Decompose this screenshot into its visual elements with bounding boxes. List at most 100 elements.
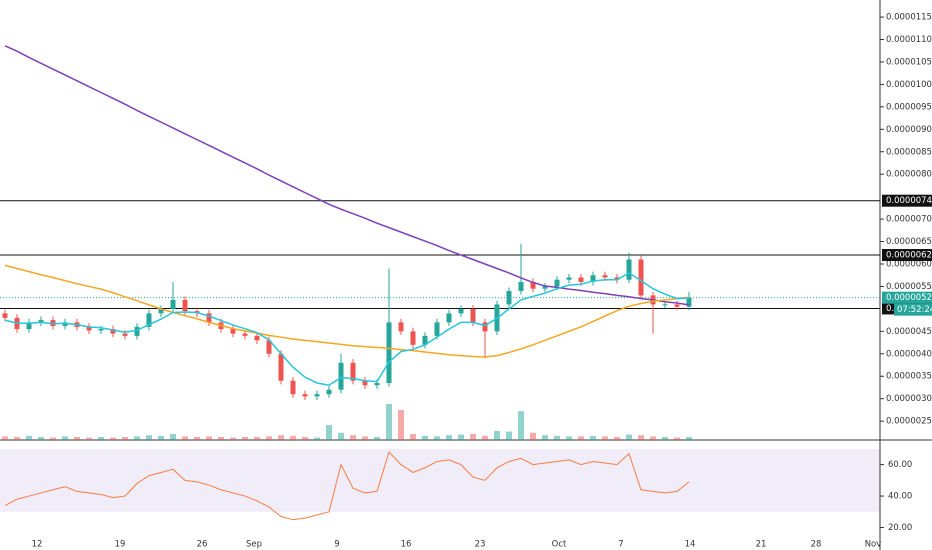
volume-bar xyxy=(686,437,692,440)
volume-bar xyxy=(38,437,44,440)
candle-body xyxy=(290,380,296,395)
volume-bar xyxy=(278,435,284,440)
candle-body xyxy=(446,313,452,323)
candle-body xyxy=(110,329,116,334)
candle-body xyxy=(86,326,92,331)
x-tick-label: Oct xyxy=(552,540,567,550)
current-price-label: 0.00000525 xyxy=(886,293,932,303)
volume-bar xyxy=(530,432,536,440)
volume-bar xyxy=(122,437,128,440)
candle-body xyxy=(338,362,344,390)
volume-bar xyxy=(26,435,32,440)
volume-bar xyxy=(386,404,392,440)
volume-bar xyxy=(626,434,632,440)
x-tick-label: 26 xyxy=(197,540,208,550)
x-tick-label: 7 xyxy=(618,540,623,550)
volume-bar xyxy=(230,437,236,440)
candle-body xyxy=(518,281,524,291)
countdown-box xyxy=(894,303,932,316)
rsi-tick-label: 40.00 xyxy=(888,492,912,502)
x-tick-label: 19 xyxy=(115,540,126,550)
candle-body xyxy=(578,277,584,282)
volume-bar xyxy=(542,435,548,440)
x-tick-label: 14 xyxy=(685,540,696,550)
candle-body xyxy=(602,275,608,278)
x-tick-label: 21 xyxy=(756,540,767,550)
rsi-band xyxy=(0,448,880,512)
y-tick-label: 0.00000250 xyxy=(886,417,932,427)
volume-bar xyxy=(338,432,344,440)
candle-body xyxy=(374,382,380,386)
level-label-box xyxy=(882,249,932,262)
volume-bar xyxy=(314,437,320,440)
level-label-box xyxy=(882,194,932,207)
candle-body xyxy=(266,340,272,354)
candle-body xyxy=(410,331,416,345)
candle-body xyxy=(542,286,548,289)
candle-body xyxy=(206,313,212,323)
current-price-box xyxy=(882,291,932,304)
volume-bar xyxy=(170,434,176,440)
volume-bar xyxy=(614,437,620,440)
volume-bar xyxy=(506,431,512,440)
volume-bar xyxy=(98,437,104,440)
countdown-label: 07:52:24 xyxy=(897,305,932,315)
volume-bar xyxy=(662,437,668,440)
candle-body xyxy=(674,304,680,307)
x-tick-label: 9 xyxy=(334,540,339,550)
candle-body xyxy=(26,322,32,330)
volume-bar xyxy=(218,437,224,440)
candle-body xyxy=(242,333,248,336)
volume-bar xyxy=(578,436,584,440)
volume-bar xyxy=(74,437,80,440)
candle-body xyxy=(458,308,464,314)
level-label: 0.00000741 xyxy=(886,196,932,206)
volume-bar xyxy=(482,435,488,440)
volume-bar xyxy=(398,410,404,440)
volume-bar xyxy=(494,431,500,440)
x-tick-label: 23 xyxy=(475,540,486,550)
volume-bar xyxy=(254,437,260,440)
candle-body xyxy=(566,277,572,280)
candle-body xyxy=(530,281,536,289)
volume-bar xyxy=(290,435,296,440)
candle-body xyxy=(2,313,8,318)
volume-bar xyxy=(566,436,572,440)
candle-body xyxy=(182,299,188,312)
candle-body xyxy=(362,380,368,386)
volume-bar xyxy=(446,435,452,440)
candle-body xyxy=(146,313,152,327)
volume-bar xyxy=(2,436,8,440)
volume-bar xyxy=(50,437,56,440)
volume-bar xyxy=(266,436,272,440)
volume-bar xyxy=(14,437,20,440)
volume-bar xyxy=(302,437,308,440)
candle-body xyxy=(686,297,692,307)
candle-body xyxy=(350,362,356,381)
volume-bar xyxy=(374,437,380,440)
candle-body xyxy=(662,304,668,306)
volume-bar xyxy=(518,411,524,440)
rsi-line xyxy=(4,451,690,521)
volume-bar xyxy=(86,437,92,440)
candle-body xyxy=(434,322,440,336)
moving-average xyxy=(4,264,690,358)
volume-bar xyxy=(470,434,476,440)
x-tick-label: 16 xyxy=(401,540,412,550)
candle-body xyxy=(326,389,332,395)
